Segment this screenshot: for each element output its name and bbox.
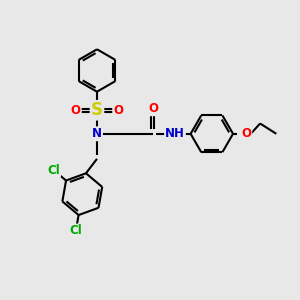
Text: Cl: Cl [47,164,60,177]
Text: NH: NH [165,127,185,140]
Text: O: O [241,127,251,140]
Text: O: O [113,104,123,117]
Text: N: N [92,127,102,140]
Text: Cl: Cl [69,224,82,238]
Text: O: O [71,104,81,117]
Text: S: S [91,101,103,119]
Text: O: O [148,102,158,115]
